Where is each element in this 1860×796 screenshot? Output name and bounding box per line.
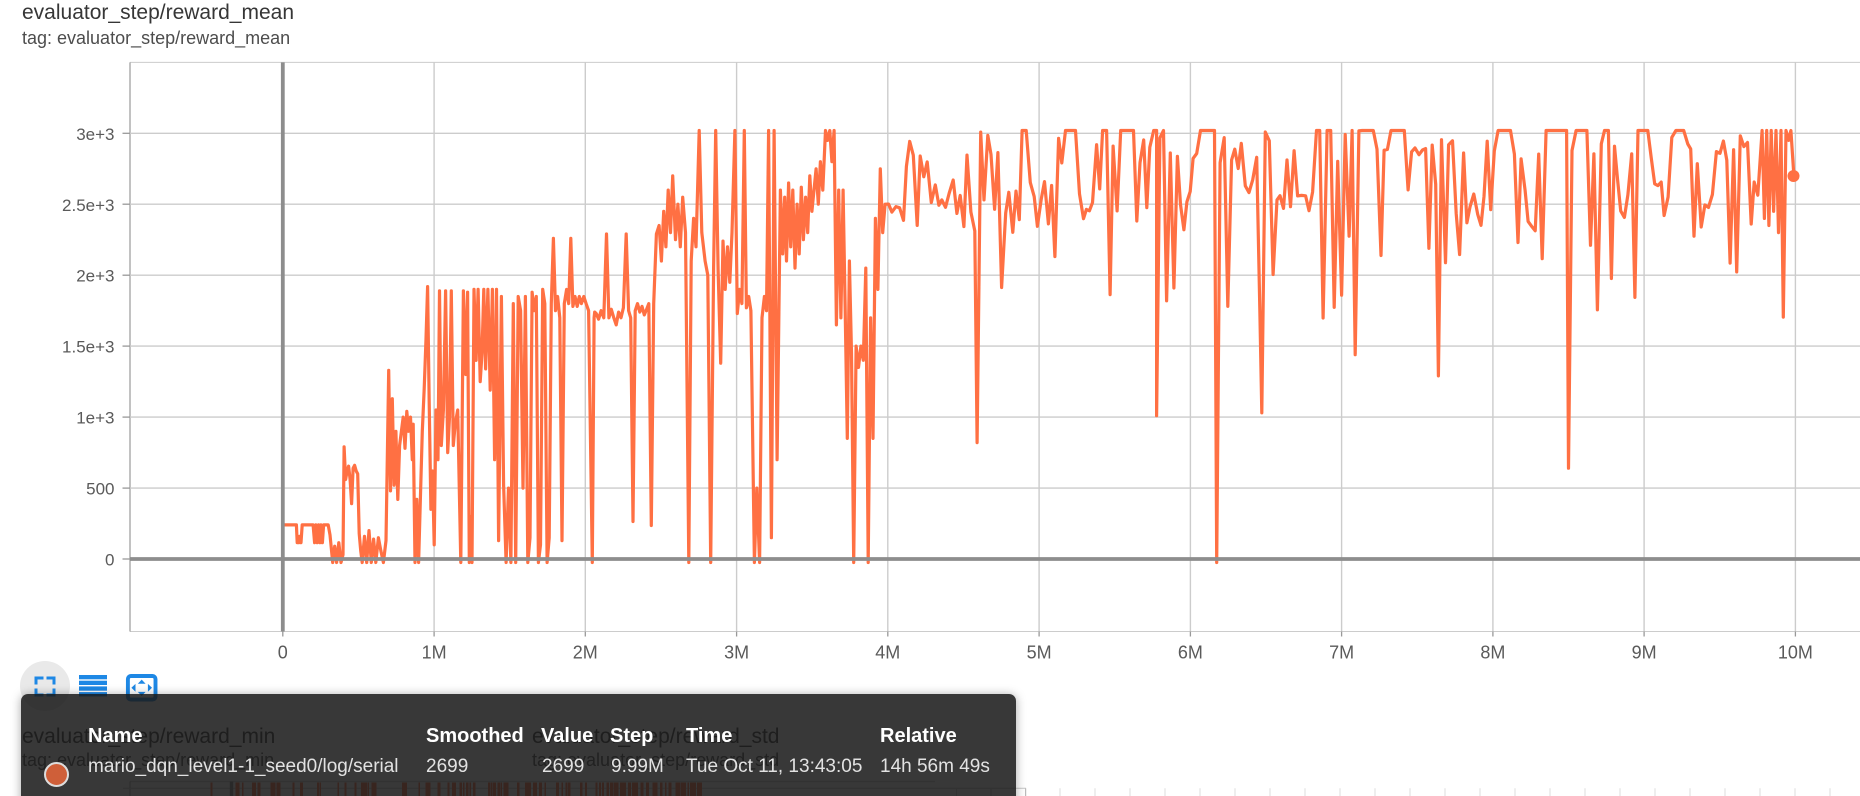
svg-text:1M: 1M bbox=[422, 643, 447, 663]
svg-text:1e+3: 1e+3 bbox=[76, 409, 114, 428]
svg-text:500: 500 bbox=[86, 480, 114, 499]
svg-text:9M: 9M bbox=[1632, 643, 1657, 663]
svg-text:0: 0 bbox=[105, 551, 114, 570]
svg-text:3e+3: 3e+3 bbox=[76, 125, 114, 144]
svg-text:6M: 6M bbox=[1178, 643, 1203, 663]
svg-text:7M: 7M bbox=[1329, 643, 1354, 663]
svg-text:4M: 4M bbox=[875, 643, 900, 663]
svg-text:3M: 3M bbox=[724, 643, 749, 663]
svg-text:2.5e+3: 2.5e+3 bbox=[62, 196, 114, 215]
svg-text:10M: 10M bbox=[1778, 643, 1813, 663]
svg-text:8M: 8M bbox=[1480, 643, 1505, 663]
svg-text:2e+3: 2e+3 bbox=[76, 267, 114, 286]
svg-text:2M: 2M bbox=[573, 643, 598, 663]
svg-text:1.5e+3: 1.5e+3 bbox=[62, 338, 114, 357]
svg-text:5M: 5M bbox=[1027, 643, 1052, 663]
svg-text:0: 0 bbox=[278, 643, 288, 663]
